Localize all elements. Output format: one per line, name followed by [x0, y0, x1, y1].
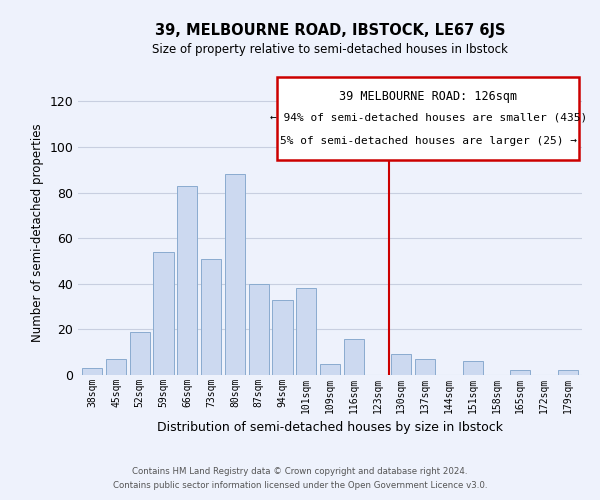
Bar — [415, 359, 435, 375]
Bar — [201, 258, 221, 375]
Bar — [154, 252, 173, 375]
Bar — [272, 300, 293, 375]
Bar — [225, 174, 245, 375]
Bar — [177, 186, 197, 375]
Bar — [248, 284, 269, 375]
Bar — [463, 362, 483, 375]
Text: Size of property relative to semi-detached houses in Ibstock: Size of property relative to semi-detach… — [152, 42, 508, 56]
FancyBboxPatch shape — [277, 77, 580, 160]
Text: 39, MELBOURNE ROAD, IBSTOCK, LE67 6JS: 39, MELBOURNE ROAD, IBSTOCK, LE67 6JS — [155, 22, 505, 38]
Bar — [557, 370, 578, 375]
Text: Contains HM Land Registry data © Crown copyright and database right 2024.: Contains HM Land Registry data © Crown c… — [132, 467, 468, 476]
Bar — [320, 364, 340, 375]
Text: 5% of semi-detached houses are larger (25) →: 5% of semi-detached houses are larger (2… — [280, 136, 577, 145]
Bar — [344, 338, 364, 375]
Bar — [82, 368, 103, 375]
Text: Contains public sector information licensed under the Open Government Licence v3: Contains public sector information licen… — [113, 481, 487, 490]
X-axis label: Distribution of semi-detached houses by size in Ibstock: Distribution of semi-detached houses by … — [157, 422, 503, 434]
Bar — [296, 288, 316, 375]
Bar — [510, 370, 530, 375]
Bar — [106, 359, 126, 375]
Y-axis label: Number of semi-detached properties: Number of semi-detached properties — [31, 123, 44, 342]
Text: 39 MELBOURNE ROAD: 126sqm: 39 MELBOURNE ROAD: 126sqm — [339, 90, 517, 103]
Text: ← 94% of semi-detached houses are smaller (435): ← 94% of semi-detached houses are smalle… — [269, 113, 587, 123]
Bar — [391, 354, 412, 375]
Bar — [130, 332, 150, 375]
